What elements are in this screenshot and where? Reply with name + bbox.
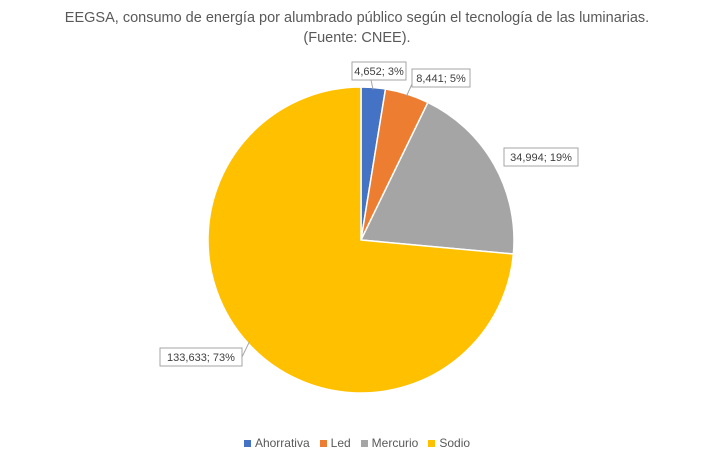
data-label-box bbox=[411, 68, 471, 88]
leader-line-sodio bbox=[241, 341, 250, 358]
legend-item-ahorrativa: Ahorrativa bbox=[243, 436, 310, 450]
legend-item-sodio: Sodio bbox=[428, 436, 470, 450]
pie-slice-sodio bbox=[207, 86, 515, 394]
legend-swatch bbox=[428, 439, 436, 447]
leader-line-led bbox=[406, 83, 413, 97]
legend-label: Ahorrativa bbox=[254, 436, 310, 450]
legend-swatch bbox=[243, 439, 251, 447]
legend: Ahorrativa Led Mercurio Sodio bbox=[0, 436, 714, 450]
data-label-box bbox=[503, 147, 579, 167]
data-label-text: 8,441; 5% bbox=[416, 73, 466, 85]
legend-label: Mercurio bbox=[371, 436, 419, 450]
data-label-ahorrativa: 4,652; 3% bbox=[351, 61, 407, 81]
chart-title-line-1: EEGSA, consumo de energía por alumbrado … bbox=[64, 10, 650, 26]
legend-item-mercurio: Mercurio bbox=[360, 436, 419, 450]
leader-line-ahorrativa bbox=[370, 79, 374, 90]
legend-swatch bbox=[319, 439, 327, 447]
data-label-text: 4,652; 3% bbox=[354, 66, 404, 78]
legend-swatch bbox=[360, 439, 368, 447]
chart-title: EEGSA, consumo de energía por alumbrado … bbox=[0, 8, 714, 48]
data-label-box bbox=[351, 61, 407, 81]
data-label-box bbox=[159, 347, 243, 367]
data-label-led: 8,441; 5% bbox=[411, 68, 471, 88]
data-label-text: 133,633; 73% bbox=[167, 352, 235, 364]
legend-label: Sodio bbox=[439, 436, 471, 450]
chart-title-line-2: (Fuente: CNEE). bbox=[303, 30, 411, 46]
pie-slice-mercurio bbox=[359, 101, 515, 255]
data-label-mercurio: 34,994; 19% bbox=[503, 147, 579, 167]
legend-label: Led bbox=[330, 436, 351, 450]
data-label-sodio: 133,633; 73% bbox=[159, 347, 243, 367]
data-label-text: 34,994; 19% bbox=[510, 152, 572, 164]
legend-item-led: Led bbox=[319, 436, 351, 450]
